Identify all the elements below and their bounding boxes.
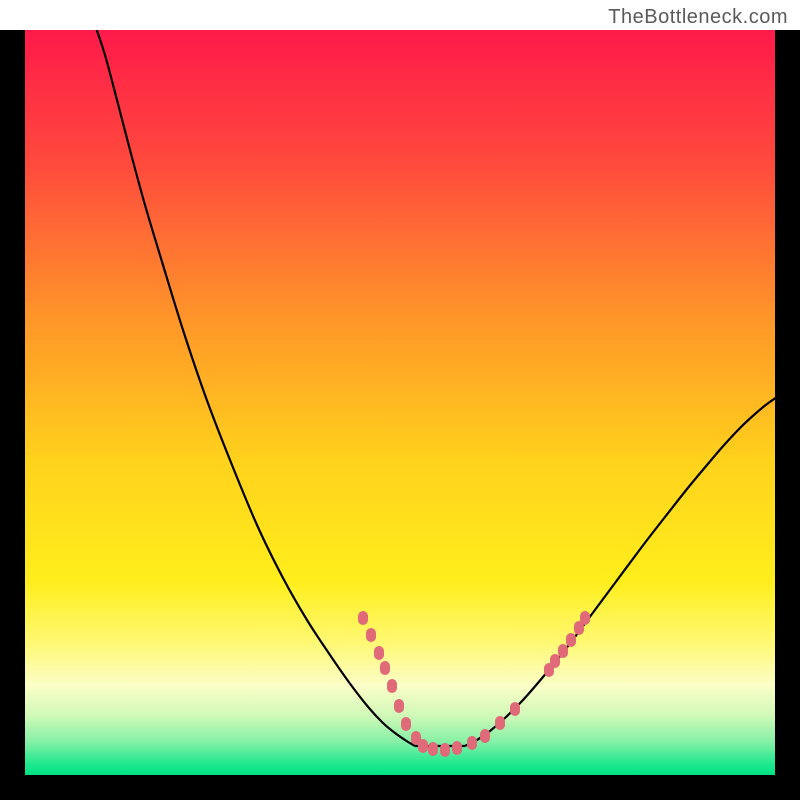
data-point-marker bbox=[510, 702, 520, 716]
chart-frame bbox=[0, 30, 800, 800]
data-point-marker bbox=[467, 736, 477, 750]
data-point-marker bbox=[401, 717, 411, 731]
chart-background-gradient bbox=[25, 30, 775, 775]
data-point-marker bbox=[480, 729, 490, 743]
data-point-marker bbox=[550, 654, 560, 668]
watermark-text: TheBottleneck.com bbox=[608, 6, 788, 29]
data-point-marker bbox=[387, 679, 397, 693]
data-point-marker bbox=[580, 611, 590, 625]
chart-plot-area bbox=[25, 30, 775, 775]
data-point-marker bbox=[558, 644, 568, 658]
data-point-marker bbox=[366, 628, 376, 642]
data-point-marker bbox=[358, 611, 368, 625]
data-point-marker bbox=[374, 646, 384, 660]
data-point-marker bbox=[418, 739, 428, 753]
data-point-marker bbox=[380, 661, 390, 675]
data-point-marker bbox=[566, 633, 576, 647]
data-point-marker bbox=[428, 742, 438, 756]
data-point-marker bbox=[394, 699, 404, 713]
stage: TheBottleneck.com bbox=[0, 0, 800, 800]
chart-svg bbox=[25, 30, 775, 775]
data-point-marker bbox=[452, 741, 462, 755]
data-point-marker bbox=[440, 743, 450, 757]
data-point-marker bbox=[495, 716, 505, 730]
